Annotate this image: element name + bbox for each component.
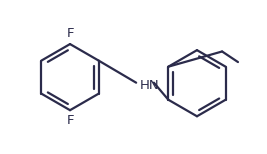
Text: F: F bbox=[66, 114, 74, 127]
Text: F: F bbox=[66, 27, 74, 40]
Text: HN: HN bbox=[140, 79, 160, 92]
